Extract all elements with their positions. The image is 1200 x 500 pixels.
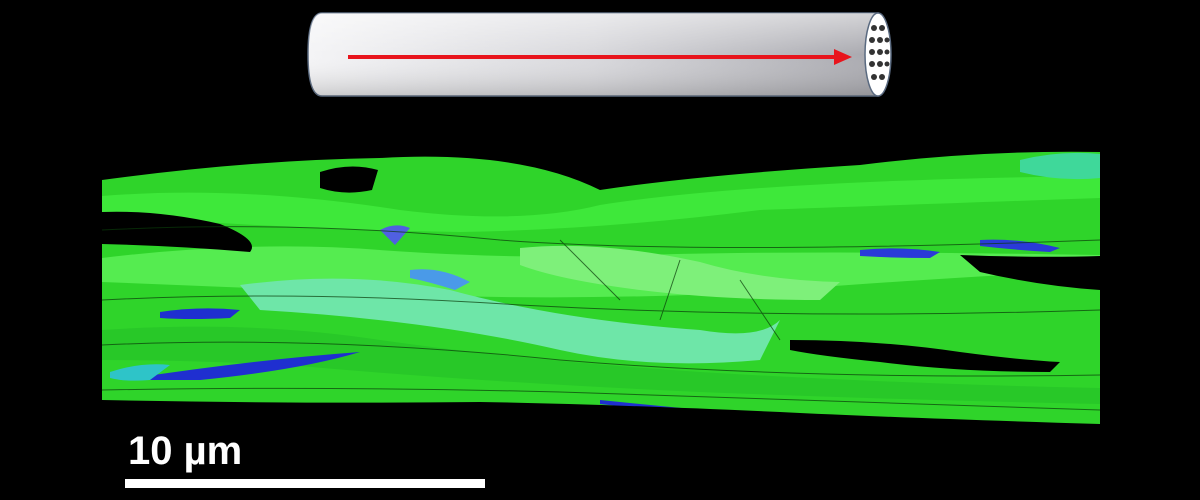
orientation-map (101, 151, 1101, 432)
fiber-schematic (307, 12, 892, 97)
scale-bar-label: 10 µm (128, 429, 242, 473)
scale-bar-line (125, 479, 485, 488)
scale-bar: 10 µm (125, 429, 485, 488)
